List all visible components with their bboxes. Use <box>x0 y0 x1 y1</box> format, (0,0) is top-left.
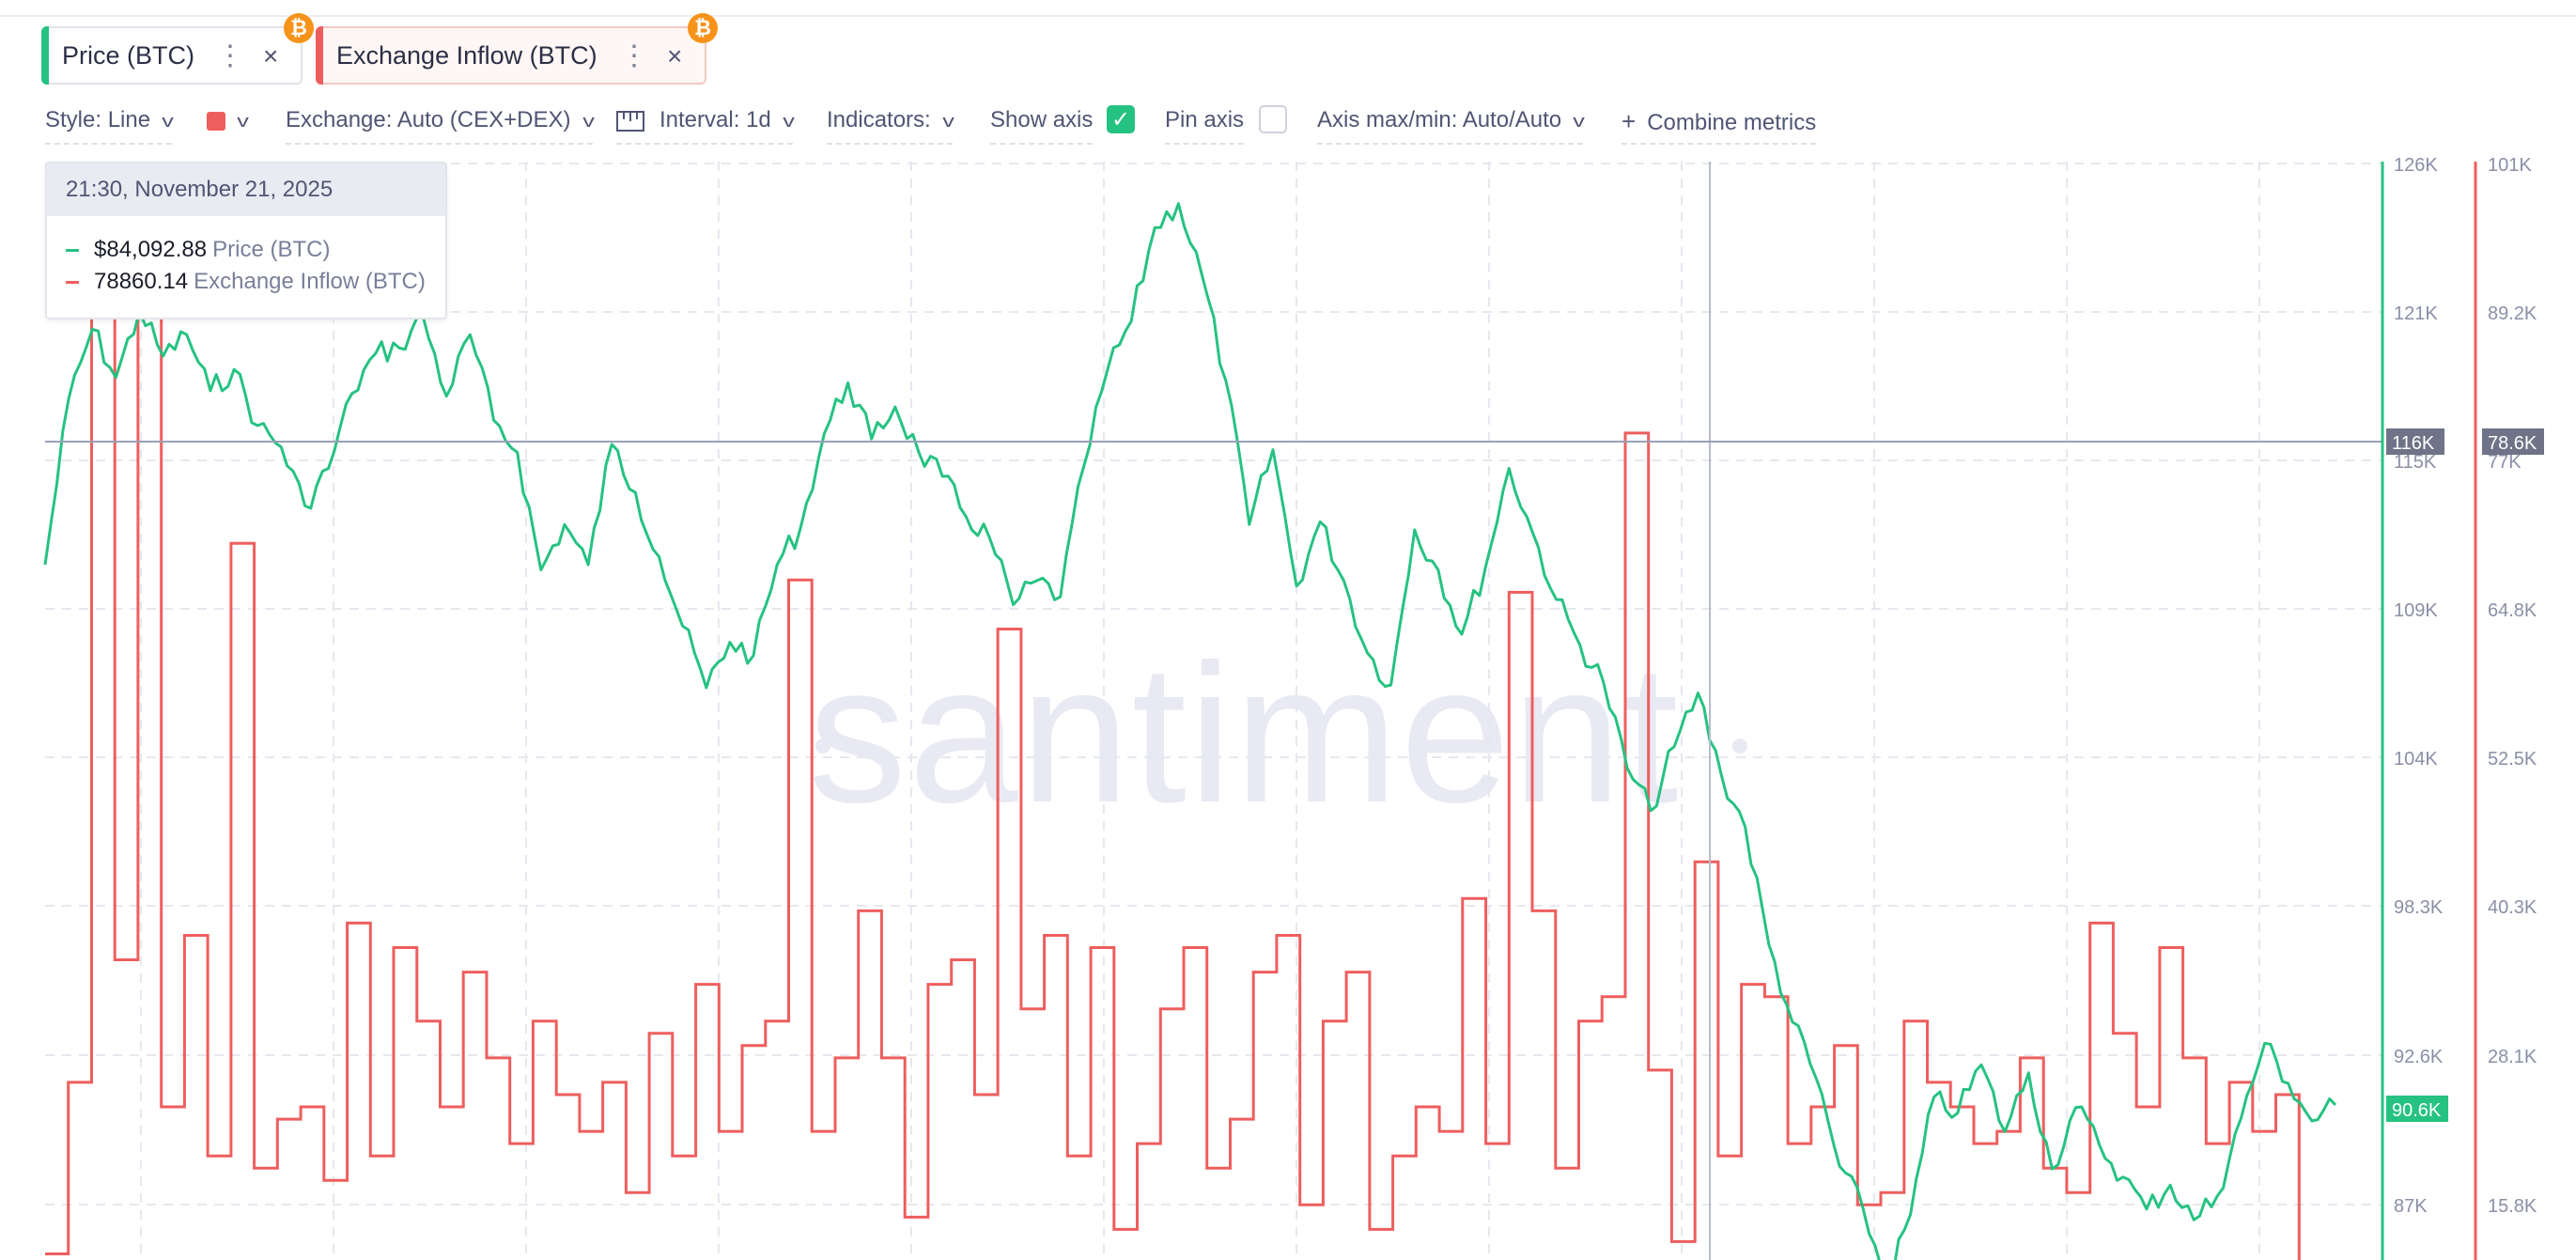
combine-metrics-label: Combine metrics <box>1647 110 1817 135</box>
tooltip-metric-name: Exchange Inflow (BTC) <box>194 269 426 294</box>
combine-metrics-button[interactable]: + Combine metrics <box>1622 107 1817 145</box>
style-label: Style: Line <box>45 107 151 132</box>
chevron-down-icon: v <box>782 112 795 131</box>
metric-label: Exchange Inflow (BTC) <box>336 40 597 70</box>
price-axis-tick-label: 92.6K <box>2394 1047 2444 1067</box>
plus-icon: + <box>1622 107 1637 135</box>
ruler-icon <box>616 110 644 132</box>
tooltip-value: 78860.14 <box>94 269 189 294</box>
price-last-badge: 90.6K <box>2386 1096 2448 1122</box>
metric-color-bar <box>41 26 49 85</box>
metric-label: Price (BTC) <box>62 40 194 70</box>
close-icon[interactable]: × <box>263 41 279 70</box>
show-axis-toggle[interactable]: Show axis <box>990 107 1094 145</box>
style-dropdown[interactable]: Style: Line v <box>45 107 174 145</box>
series-line-price <box>43 202 2337 1260</box>
price-cursor-badge-bg <box>2386 428 2444 455</box>
inflow-axis-tick-label: 101K <box>2488 155 2532 176</box>
pin-axis-label: Pin axis <box>1165 107 1245 132</box>
color-dropdown[interactable]: v <box>225 107 249 143</box>
price-axis-tick-label: 126K <box>2394 155 2438 176</box>
inflow-axis-tick-label: 52.5K <box>2488 749 2537 770</box>
series-line-exchange-inflow <box>45 198 2301 1260</box>
price-axis-tick-label: 87K <box>2394 1196 2428 1217</box>
inflow-axis-tick-label: 77K <box>2488 452 2522 473</box>
inflow-axis-tick-label: 89.2K <box>2488 303 2537 324</box>
chevron-down-icon: v <box>582 112 595 131</box>
metric-chip-price[interactable]: Price (BTC) ⋮ × ₿ <box>41 13 314 85</box>
pin-axis-toggle[interactable]: Pin axis <box>1165 107 1245 145</box>
top-divider <box>0 15 2576 17</box>
tooltip-row-price: $84,092.88 Price (BTC) <box>66 237 330 263</box>
watermark-dot-right <box>1732 739 1747 754</box>
tooltip-row-inflow: 78860.14 Exchange Inflow (BTC) <box>66 269 426 295</box>
pin-axis-checkbox[interactable] <box>1259 105 1287 133</box>
chart-tooltip: 21:30, November 21, 2025 $84,092.88 Price… <box>45 162 447 319</box>
metric-chip-exchange-inflow[interactable]: Exchange Inflow (BTC) ⋮ × ₿ <box>316 13 718 85</box>
legend-marker <box>66 249 79 253</box>
price-axis-tick-label: 109K <box>2394 600 2438 621</box>
inflow-axis-tick-label: 15.8K <box>2488 1196 2537 1217</box>
bitcoin-icon: ₿ <box>688 13 718 43</box>
inflow-cursor-badge-text: 78.6K <box>2488 433 2537 454</box>
price-last-badge-bg <box>2386 1096 2448 1122</box>
inflow-cursor-badge: 78.6K <box>2482 428 2544 455</box>
price-axis-tick-label: 98.3K <box>2394 897 2444 918</box>
exchange-label: Exchange: Auto (CEX+DEX) <box>286 107 571 132</box>
price-axis-tick-label: 115K <box>2394 452 2437 473</box>
chevron-down-icon: v <box>941 112 954 131</box>
interval-dropdown[interactable]: Interval: 1d v <box>616 107 795 145</box>
more-options-icon[interactable]: ⋮ <box>216 40 244 71</box>
indicators-dropdown[interactable]: Indicators: v <box>827 107 954 145</box>
price-cursor-badge-text: 116K <box>2392 433 2435 454</box>
interval-label: Interval: 1d <box>660 107 771 132</box>
tooltip-date: 21:30, November 21, 2025 <box>47 163 445 216</box>
chevron-down-icon: v <box>162 112 174 131</box>
axis-maxmin-dropdown[interactable]: Axis max/min: Auto/Auto v <box>1317 107 1585 145</box>
inflow-axis-tick-label: 40.3K <box>2488 897 2537 918</box>
close-icon[interactable]: × <box>667 41 683 70</box>
chevron-down-icon: v <box>1573 112 1585 131</box>
inflow-axis-tick-label: 28.1K <box>2488 1047 2537 1067</box>
price-cursor-badge: 116K <box>2386 428 2444 455</box>
price-axis-tick-label: 104K <box>2394 749 2438 770</box>
indicators-label: Indicators: <box>827 107 931 132</box>
tooltip-value: $84,092.88 <box>94 237 208 262</box>
more-options-icon[interactable]: ⋮ <box>620 40 648 71</box>
bitcoin-icon: ₿ <box>284 13 314 43</box>
inflow-cursor-badge-bg <box>2482 428 2544 455</box>
price-last-badge-text: 90.6K <box>2392 1100 2442 1121</box>
tooltip-metric-name: Price (BTC) <box>212 237 331 262</box>
watermark-dot-left <box>815 739 830 754</box>
chevron-down-icon: v <box>237 112 249 131</box>
metric-color-bar <box>316 26 323 85</box>
exchange-dropdown[interactable]: Exchange: Auto (CEX+DEX) v <box>286 107 595 145</box>
check-icon: ✓ <box>1110 106 1131 132</box>
show-axis-checkbox[interactable]: ✓ <box>1107 105 1135 133</box>
show-axis-label: Show axis <box>990 107 1094 132</box>
price-axis-tick-label: 121K <box>2394 303 2438 324</box>
inflow-axis-tick-label: 64.8K <box>2488 600 2537 621</box>
axis-maxmin-label: Axis max/min: Auto/Auto <box>1317 107 1562 132</box>
color-swatch[interactable] <box>207 112 225 131</box>
legend-marker <box>66 281 79 285</box>
